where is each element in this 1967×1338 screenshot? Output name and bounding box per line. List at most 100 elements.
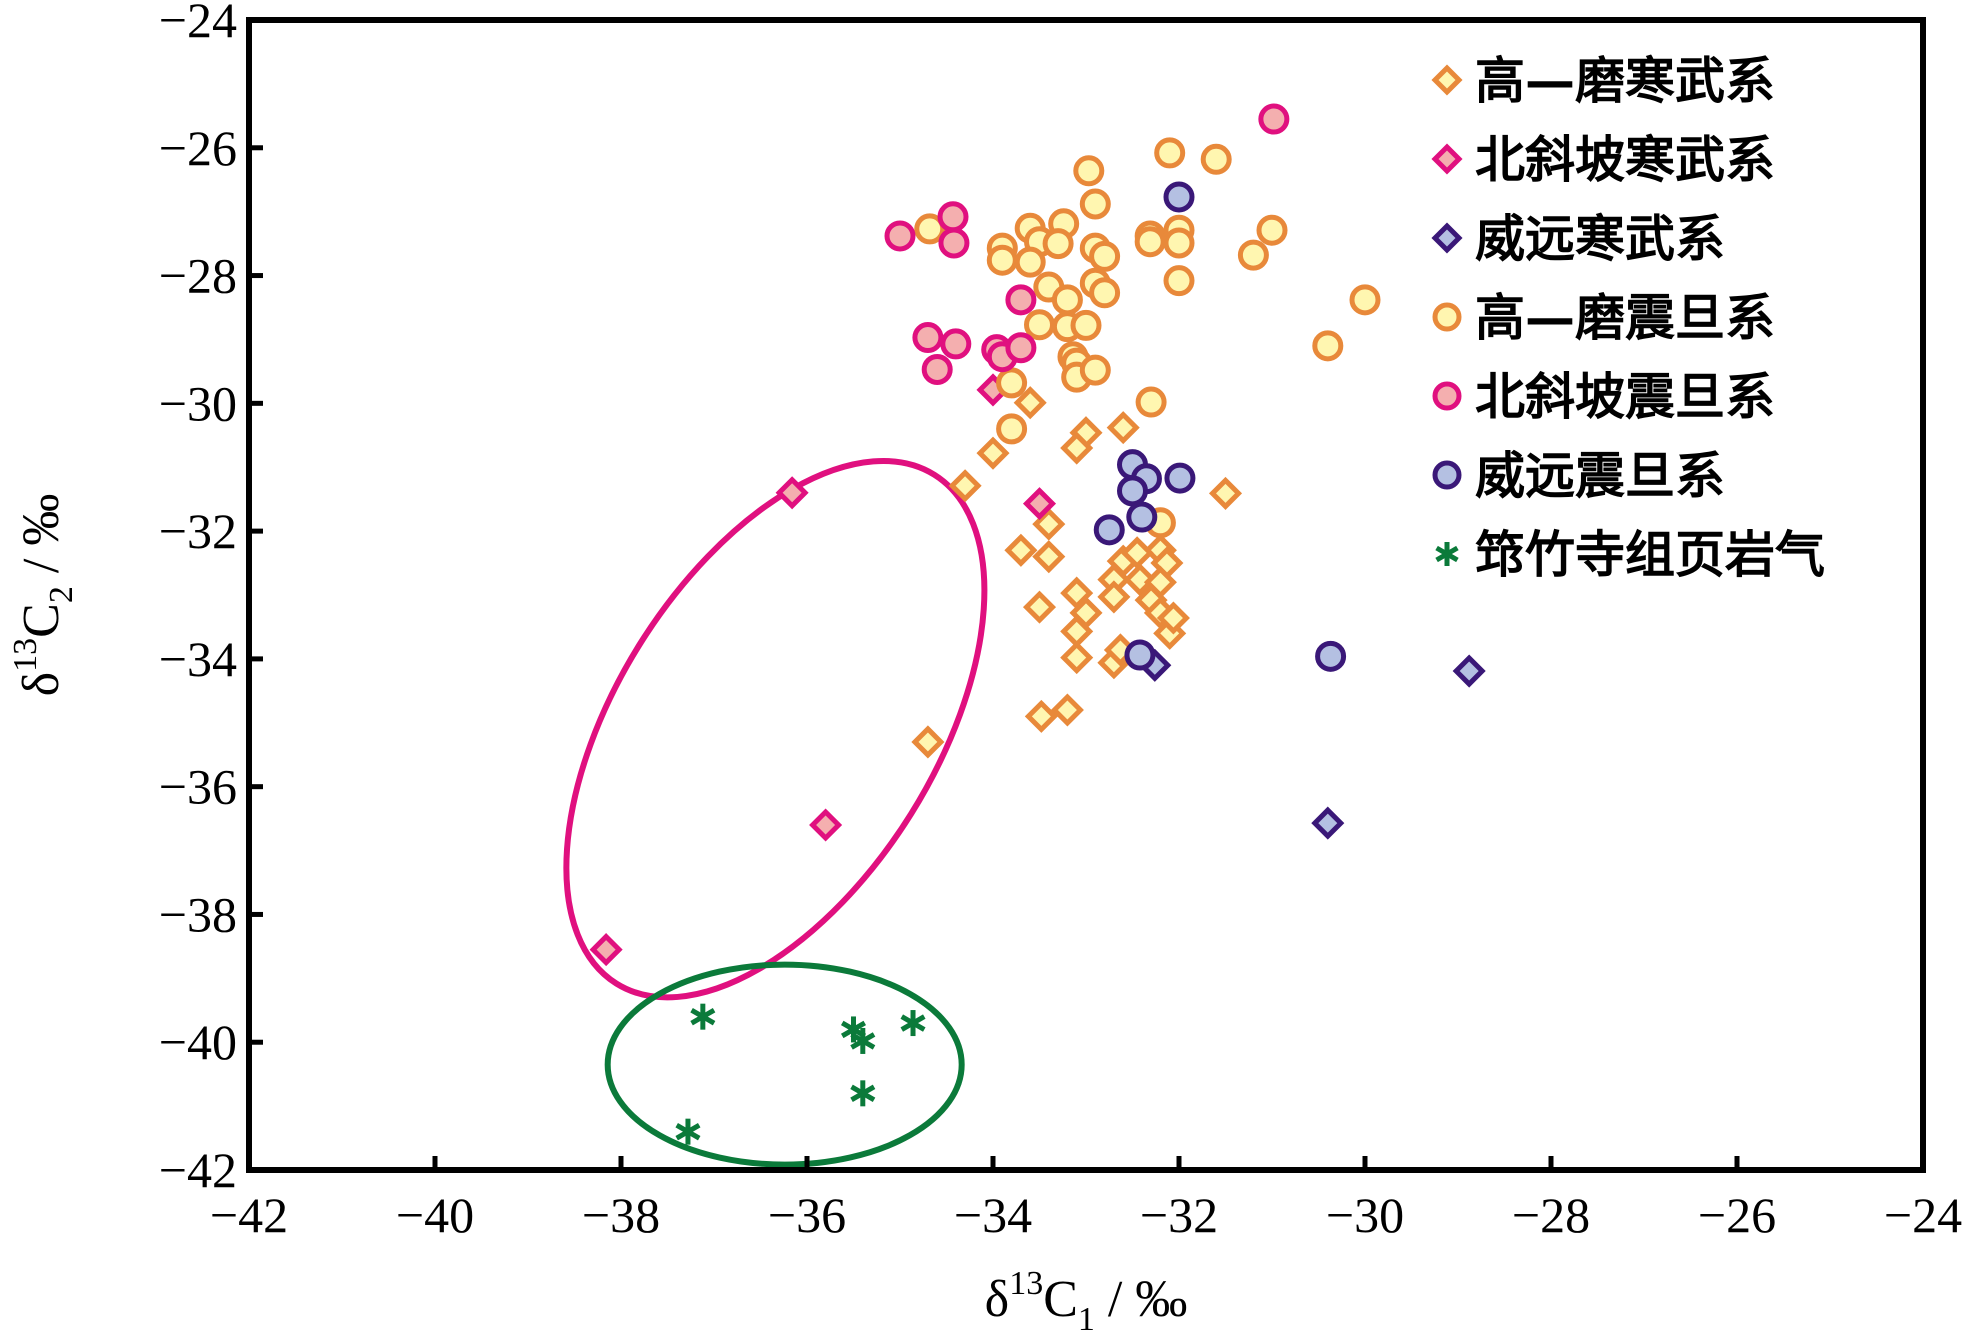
y-tick-label: −36: [159, 759, 237, 815]
data-point-diamond: [589, 933, 623, 967]
data-point-circle: [1089, 277, 1121, 309]
y-tick-label: −28: [159, 248, 237, 304]
x-axis-ticks: −42 −40 −38 −36 −34 −32 −30 −28 −26 −24: [210, 1156, 1962, 1243]
data-point-asterisk: [850, 1080, 876, 1107]
y-tick-label: −40: [159, 1014, 237, 1070]
legend: 高—磨寒武系北斜坡寒武系威远寒武系高—磨震旦系北斜坡震旦系威远震旦系筇竹寺组页岩…: [1431, 52, 1825, 584]
data-point-circle: [1154, 137, 1186, 169]
data-point-diamond: [911, 725, 945, 759]
x-tick-label: −30: [1326, 1187, 1404, 1243]
legend-marker-asterisk: [1435, 542, 1459, 566]
data-point-circle: [1315, 640, 1347, 672]
legend-marker-circle: [1432, 302, 1462, 332]
annotation-ellipse: [563, 457, 988, 1001]
x-tick-label: −38: [582, 1187, 660, 1243]
data-point-diamond: [1208, 476, 1243, 510]
x-tick-label: −28: [1512, 1187, 1590, 1243]
data-point-diamond: [1013, 386, 1047, 420]
data-point-circle: [1093, 514, 1125, 546]
y-tick-label: −24: [159, 0, 237, 48]
y-tick-label: −30: [159, 375, 237, 431]
data-point-diamond: [809, 808, 843, 842]
data-point-diamond: [775, 476, 809, 510]
data-point-circle: [1164, 462, 1196, 494]
data-point-circle: [1014, 246, 1046, 278]
data-points: [589, 103, 1486, 1145]
x-tick-label: −42: [210, 1187, 288, 1243]
legend-label: 北斜坡震旦系: [1475, 368, 1775, 426]
x-tick-label: −26: [1698, 1187, 1776, 1243]
y-tick-label: −26: [159, 120, 237, 176]
x-axis-title: δ13C1 / ‰: [985, 1265, 1188, 1338]
data-point-asterisk: [675, 1118, 701, 1145]
legend-marker-diamond: [1431, 143, 1463, 175]
data-point-circle: [912, 322, 944, 354]
data-point-circle: [1258, 103, 1290, 135]
data-point-diamond: [1032, 507, 1066, 541]
legend-label: 威远寒武系: [1475, 210, 1725, 268]
data-point-diamond: [1106, 411, 1140, 445]
legend-marker-circle: [1432, 460, 1462, 490]
data-point-circle: [1126, 501, 1158, 533]
data-point-diamond: [1123, 563, 1157, 597]
data-point-circle: [996, 413, 1028, 445]
legend-marker-diamond: [1431, 64, 1463, 96]
data-point-diamond: [1024, 699, 1058, 733]
data-point-circle: [1005, 332, 1037, 364]
data-point-circle: [1200, 143, 1232, 175]
data-point-circle: [1163, 227, 1195, 259]
data-point-circle: [1134, 226, 1166, 258]
x-tick-label: −36: [768, 1187, 846, 1243]
data-point-circle: [1089, 240, 1121, 272]
data-point-circle: [1005, 284, 1037, 316]
legend-label: 筇竹寺组页岩气: [1475, 526, 1825, 584]
x-tick-label: −24: [1884, 1187, 1962, 1243]
data-point-circle: [1042, 228, 1074, 260]
data-point-circle: [937, 201, 969, 233]
legend-label: 高—磨寒武系: [1475, 52, 1775, 110]
data-point-circle: [996, 367, 1028, 399]
y-tick-label: −34: [159, 631, 237, 687]
annotation-ellipses: [563, 457, 988, 1168]
data-point-diamond: [1311, 806, 1345, 840]
data-point-diamond: [1060, 641, 1094, 675]
data-point-circle: [940, 328, 972, 360]
data-point-circle: [1163, 265, 1195, 297]
data-point-circle: [1312, 330, 1344, 362]
data-point-circle: [1163, 181, 1195, 213]
data-point-diamond: [1452, 654, 1486, 688]
data-point-circle: [1237, 239, 1269, 271]
data-point-diamond: [948, 469, 982, 503]
data-point-asterisk: [900, 1010, 926, 1037]
y-tick-label: −38: [159, 886, 237, 942]
data-point-circle: [1070, 309, 1102, 341]
data-point-circle: [986, 244, 1018, 276]
x-tick-label: −34: [954, 1187, 1032, 1243]
data-point-circle: [1024, 309, 1055, 341]
data-point-diamond: [1156, 601, 1190, 635]
data-point-diamond: [1022, 590, 1057, 624]
data-point-circle: [938, 227, 970, 259]
data-point-circle: [1079, 354, 1111, 386]
data-point-circle: [1051, 284, 1083, 316]
data-point-circle: [921, 353, 953, 385]
y-tick-label: −32: [159, 503, 237, 559]
data-point-diamond: [1032, 540, 1066, 574]
data-point-diamond: [1060, 431, 1094, 465]
data-point-circle: [1073, 155, 1105, 187]
data-point-asterisk: [690, 1003, 716, 1030]
y-tick-label: −42: [159, 1142, 237, 1198]
data-point-diamond: [1050, 693, 1084, 727]
data-point-diamond: [1120, 536, 1154, 570]
data-point-diamond: [976, 436, 1010, 470]
x-tick-label: −40: [396, 1187, 474, 1243]
data-point-circle: [1349, 284, 1381, 316]
data-point-circle: [884, 220, 916, 252]
data-point-asterisk: [850, 1027, 876, 1054]
data-point-circle: [1135, 386, 1167, 418]
data-point-circle: [1256, 214, 1288, 246]
legend-marker-diamond: [1431, 222, 1463, 254]
data-point-circle: [1124, 639, 1156, 671]
data-point-diamond: [1022, 487, 1057, 521]
legend-label: 高—磨震旦系: [1475, 289, 1775, 347]
